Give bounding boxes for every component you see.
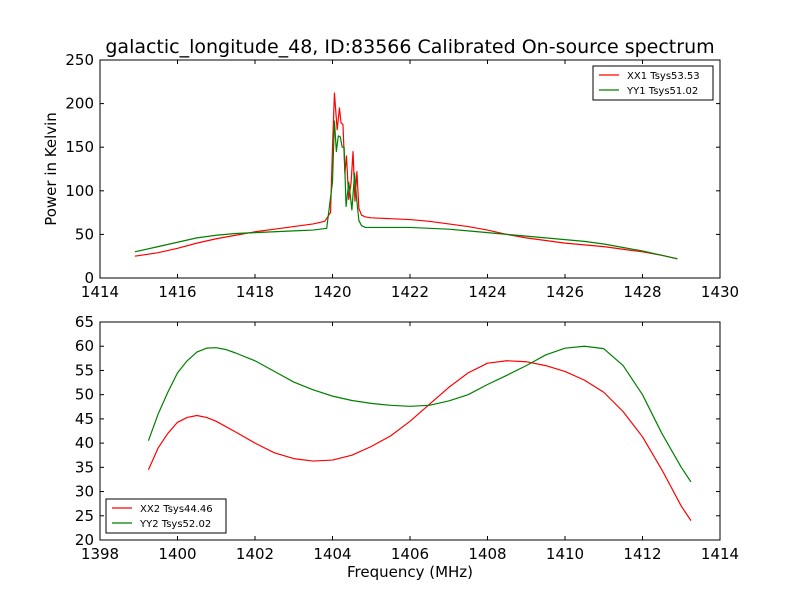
legend-label: YY2 Tsys52.02 xyxy=(139,519,211,530)
series-line-2-2 xyxy=(147,345,692,483)
series-line-1-2 xyxy=(134,120,678,260)
x-tick-label: 1416 xyxy=(158,283,196,301)
x-tick-label: 1408 xyxy=(468,545,506,563)
legend-label: XX1 Tsys53.53 xyxy=(627,71,700,82)
y-tick-label: 150 xyxy=(65,138,94,156)
x-tick-label: 1400 xyxy=(158,545,196,563)
legend-label: YY1 Tsys51.02 xyxy=(626,86,698,97)
y-tick-label: 250 xyxy=(65,51,94,69)
x-axis-label-bottom: Frequency (MHz) xyxy=(347,563,473,581)
top-subplot: 1414 1416 1418 1420 1422 1424 1426 1428 1430 0 50 1… xyxy=(65,51,739,301)
x-tick-label: 1424 xyxy=(468,283,506,301)
x-tick-label: 1418 xyxy=(236,283,274,301)
y-tick-label: 50 xyxy=(75,386,94,404)
y-tick-label: 200 xyxy=(65,95,94,113)
y-tick-label: 0 xyxy=(84,269,94,287)
y-tick-label: 40 xyxy=(75,434,94,452)
x-tick-label: 1426 xyxy=(546,283,584,301)
x-tick-label: 1406 xyxy=(391,545,429,563)
x-tick-label: 1402 xyxy=(236,545,274,563)
legend: XX1 Tsys53.53 YY1 Tsys51.02 xyxy=(592,65,714,101)
legend-box xyxy=(105,498,227,534)
y-tick-label: 30 xyxy=(75,483,94,501)
x-tick-label: 1410 xyxy=(546,545,584,563)
y-tick-label: 65 xyxy=(75,313,94,331)
x-tick-label: 1414 xyxy=(701,545,739,563)
x-tick-label: 1414 xyxy=(81,283,119,301)
x-tick-label: 1430 xyxy=(701,283,739,301)
x-tick-label: 1412 xyxy=(623,545,661,563)
chart-title: galactic_longitude_48, ID:83566 Calibrat… xyxy=(105,36,714,58)
y-tick-label: 25 xyxy=(75,507,94,525)
x-tick-label: 1404 xyxy=(313,545,351,563)
x-tick-label: 1420 xyxy=(313,283,351,301)
x-tick-label: 1422 xyxy=(391,283,429,301)
y-tick-label: 45 xyxy=(75,410,94,428)
y-tick-label: 35 xyxy=(75,458,94,476)
legend-label: XX2 Tsys44.46 xyxy=(140,504,213,515)
x-tick-label: 1398 xyxy=(81,545,119,563)
y-tick-label: 20 xyxy=(75,531,94,549)
y-tick-label: 60 xyxy=(75,337,94,355)
y-axis-label-top: Power in Kelvin xyxy=(42,112,60,226)
legend: XX2 Tsys44.46 YY2 Tsys52.02 xyxy=(105,498,227,534)
legend-box xyxy=(592,65,714,101)
series-line-1-1 xyxy=(134,92,678,260)
y-tick-label: 55 xyxy=(75,361,94,379)
series-line-2-1 xyxy=(147,360,692,521)
y-tick-label: 50 xyxy=(75,225,94,243)
x-tick-label: 1428 xyxy=(623,283,661,301)
bottom-subplot: 1398 1400 1402 1404 1406 1408 1410 1412 1414 20 25… xyxy=(75,313,739,563)
y-tick-label: 100 xyxy=(65,182,94,200)
